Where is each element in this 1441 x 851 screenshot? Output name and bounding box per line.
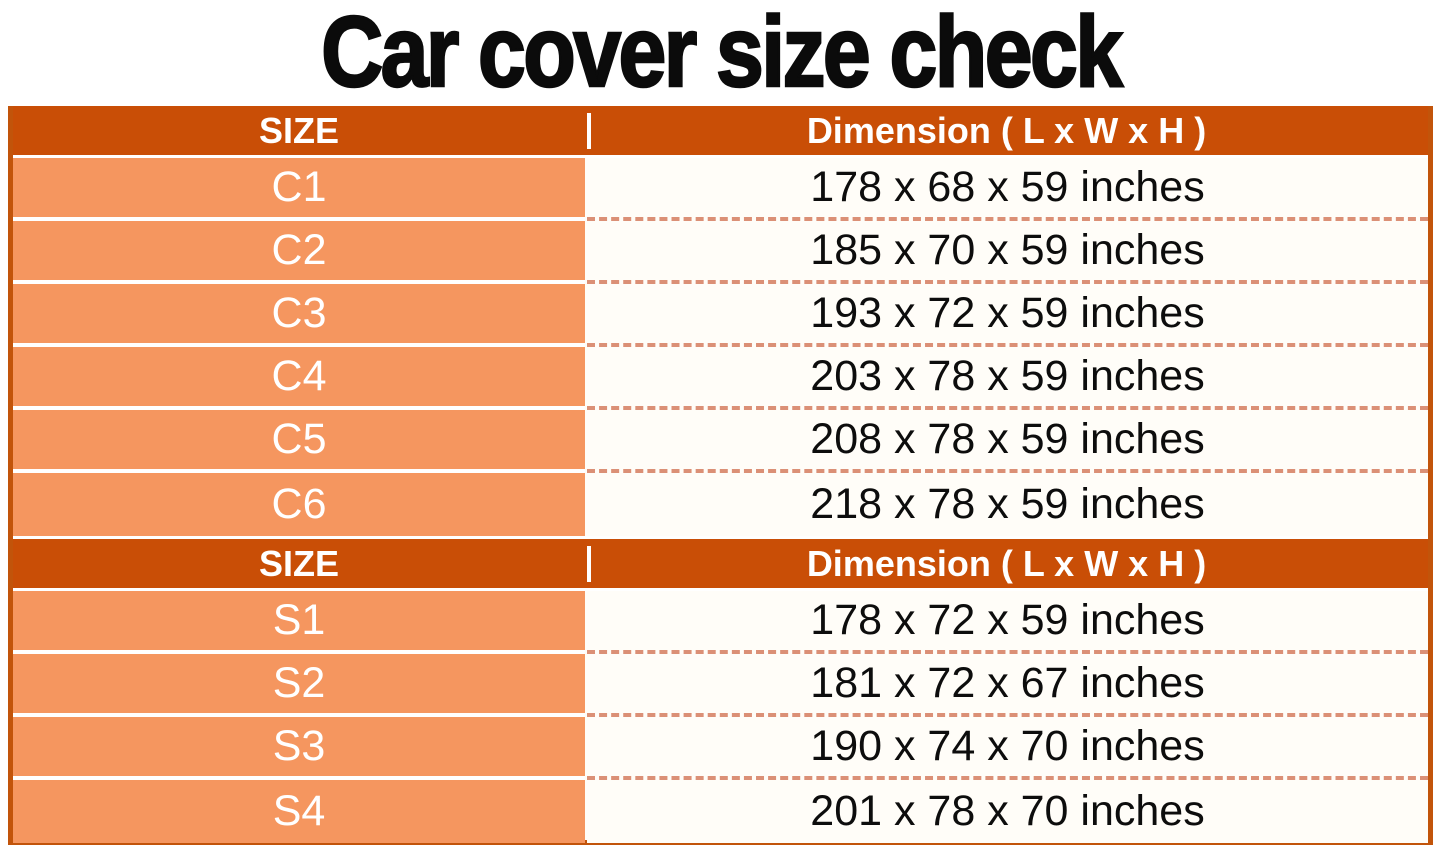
row-size-cell: S2 (13, 654, 585, 717)
row-dimension-cell: 193 x 72 x 59 inches (587, 284, 1428, 347)
table-row-c3: C3 193 x 72 x 59 inches (13, 284, 1428, 347)
row-size-cell: S1 (13, 591, 585, 654)
row-size-cell: S4 (13, 780, 585, 843)
row-dimension-cell: 201 x 78 x 70 inches (587, 780, 1428, 843)
row-dimension-cell: 178 x 72 x 59 inches (587, 591, 1428, 654)
table-header-row-s: SIZE Dimension ( L x W x H ) (13, 536, 1428, 591)
header-column-divider (587, 545, 591, 582)
row-dimension-cell: 208 x 78 x 59 inches (587, 410, 1428, 473)
row-size-cell: C3 (13, 284, 585, 347)
row-dimension-cell: 181 x 72 x 67 inches (587, 654, 1428, 717)
title-bar: Car cover size check (0, 0, 1441, 108)
row-size-cell: C2 (13, 221, 585, 284)
header-size-label: SIZE (258, 542, 339, 584)
row-size-cell: S3 (13, 717, 585, 780)
size-table: SIZE Dimension ( L x W x H ) C1 178 x 68… (8, 106, 1433, 845)
row-size-cell: C1 (13, 158, 585, 221)
table-row-c4: C4 203 x 78 x 59 inches (13, 347, 1428, 410)
header-column-divider (587, 112, 591, 149)
row-size-cell: C6 (13, 473, 585, 536)
table-row-c2: C2 185 x 70 x 59 inches (13, 221, 1428, 284)
table-row-s1: S1 178 x 72 x 59 inches (13, 591, 1428, 654)
row-dimension-cell: 190 x 74 x 70 inches (587, 717, 1428, 780)
row-dimension-cell: 218 x 78 x 59 inches (587, 473, 1428, 536)
table-row-s4: S4 201 x 78 x 70 inches (13, 780, 1428, 843)
table-row-s2: S2 181 x 72 x 67 inches (13, 654, 1428, 717)
row-dimension-cell: 203 x 78 x 59 inches (587, 347, 1428, 410)
header-dimension-label: Dimension ( L x W x H ) (806, 542, 1207, 584)
table-row-c6: C6 218 x 78 x 59 inches (13, 473, 1428, 536)
header-dimension-label: Dimension ( L x W x H ) (806, 109, 1207, 151)
row-size-cell: C5 (13, 410, 585, 473)
row-size-cell: C4 (13, 347, 585, 410)
table-row-c5: C5 208 x 78 x 59 inches (13, 410, 1428, 473)
table-header-row-c: SIZE Dimension ( L x W x H ) (13, 106, 1428, 158)
table-row-s3: S3 190 x 74 x 70 inches (13, 717, 1428, 780)
page-title: Car cover size check (320, 0, 1124, 108)
row-dimension-cell: 185 x 70 x 59 inches (587, 221, 1428, 284)
header-size-label: SIZE (258, 109, 339, 151)
table-row-c1: C1 178 x 68 x 59 inches (13, 158, 1428, 221)
row-dimension-cell: 178 x 68 x 59 inches (587, 158, 1428, 221)
